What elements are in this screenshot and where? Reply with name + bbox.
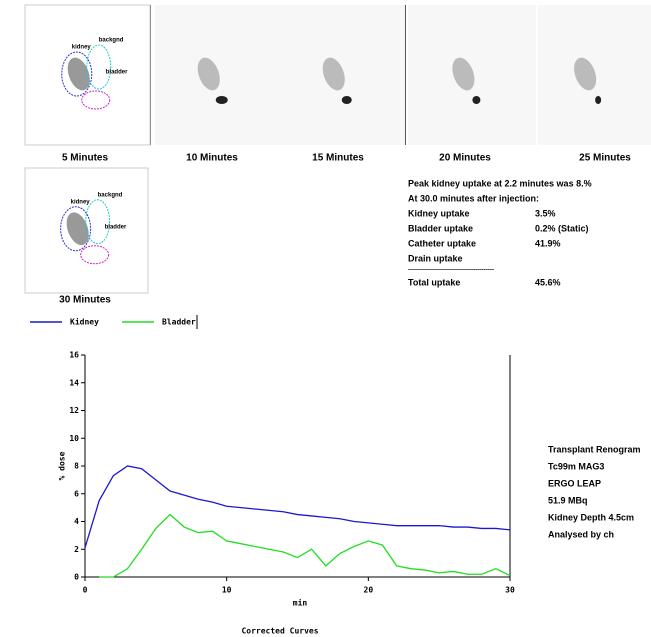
result-text: At 30.0 minutes after injection:	[408, 193, 539, 203]
y-tick-label: 16	[69, 351, 79, 360]
y-tick-label: 12	[69, 406, 79, 415]
frame-label: 10 Minutes	[186, 153, 238, 164]
y-tick-label: 0	[74, 573, 79, 582]
frame-label: 30 Minutes	[59, 295, 111, 306]
info-text: 51.9 MBq	[548, 495, 588, 505]
frame-label: 20 Minutes	[439, 153, 491, 164]
x-tick-label: 10	[222, 586, 232, 595]
roi-label: bladder	[105, 224, 127, 230]
roi-label: bladder	[106, 70, 128, 76]
legend-label: Kidney	[70, 317, 99, 327]
y-tick-label: 2	[74, 545, 79, 554]
y-tick-label: 4	[74, 517, 79, 526]
result-label: Drain uptake	[408, 253, 463, 263]
result-value: 3.5%	[535, 208, 556, 218]
roi-label: backgnd	[98, 192, 123, 198]
result-label: Kidney uptake	[408, 208, 470, 218]
y-tick-label: 14	[69, 378, 79, 387]
roi-label: kidney	[72, 45, 92, 51]
x-tick-label: 30	[505, 586, 515, 595]
separator: ----------------------------------------…	[408, 268, 494, 274]
frame-label: 25 Minutes	[579, 153, 631, 164]
y-tick-label: 10	[69, 434, 79, 443]
info-text: ERGO LEAP	[548, 478, 601, 488]
info-text: Kidney Depth 4.5cm	[548, 512, 634, 522]
roi-label: kidney	[71, 199, 91, 205]
result-value: 0.2% (Static)	[535, 223, 589, 233]
result-value: 45.6%	[535, 277, 561, 287]
info-text: Transplant Renogram	[548, 444, 641, 454]
legend-label: Bladder	[162, 318, 196, 327]
screen: min % dose Corrected Curves backgnd kidne…	[0, 0, 651, 637]
info-text: Analysed by ch	[548, 529, 614, 539]
result-label: Total uptake	[408, 277, 460, 287]
y-tick-label: 8	[74, 462, 79, 471]
x-tick-label: 0	[83, 586, 88, 595]
bladder-blob	[216, 96, 228, 104]
y-axis-label: % dose	[58, 451, 67, 480]
frame-label: 15 Minutes	[312, 153, 364, 164]
y-tick-label: 6	[74, 489, 79, 498]
bladder-blob	[342, 96, 352, 104]
result-label: Bladder uptake	[408, 223, 473, 233]
info-text: Tc99m MAG3	[548, 461, 604, 471]
roi-label: backgnd	[99, 38, 124, 44]
x-tick-label: 20	[364, 586, 374, 595]
x-axis-label: min	[293, 598, 308, 608]
frame-label: 5 Minutes	[62, 153, 109, 164]
bladder-blob	[595, 96, 601, 104]
bladder-blob	[472, 96, 480, 104]
result-value: 41.9%	[535, 238, 561, 248]
result-label: Catheter uptake	[408, 238, 476, 248]
result-text: Peak kidney uptake at 2.2 minutes was 8.…	[408, 178, 592, 188]
chart-footer: Corrected Curves	[241, 627, 318, 636]
